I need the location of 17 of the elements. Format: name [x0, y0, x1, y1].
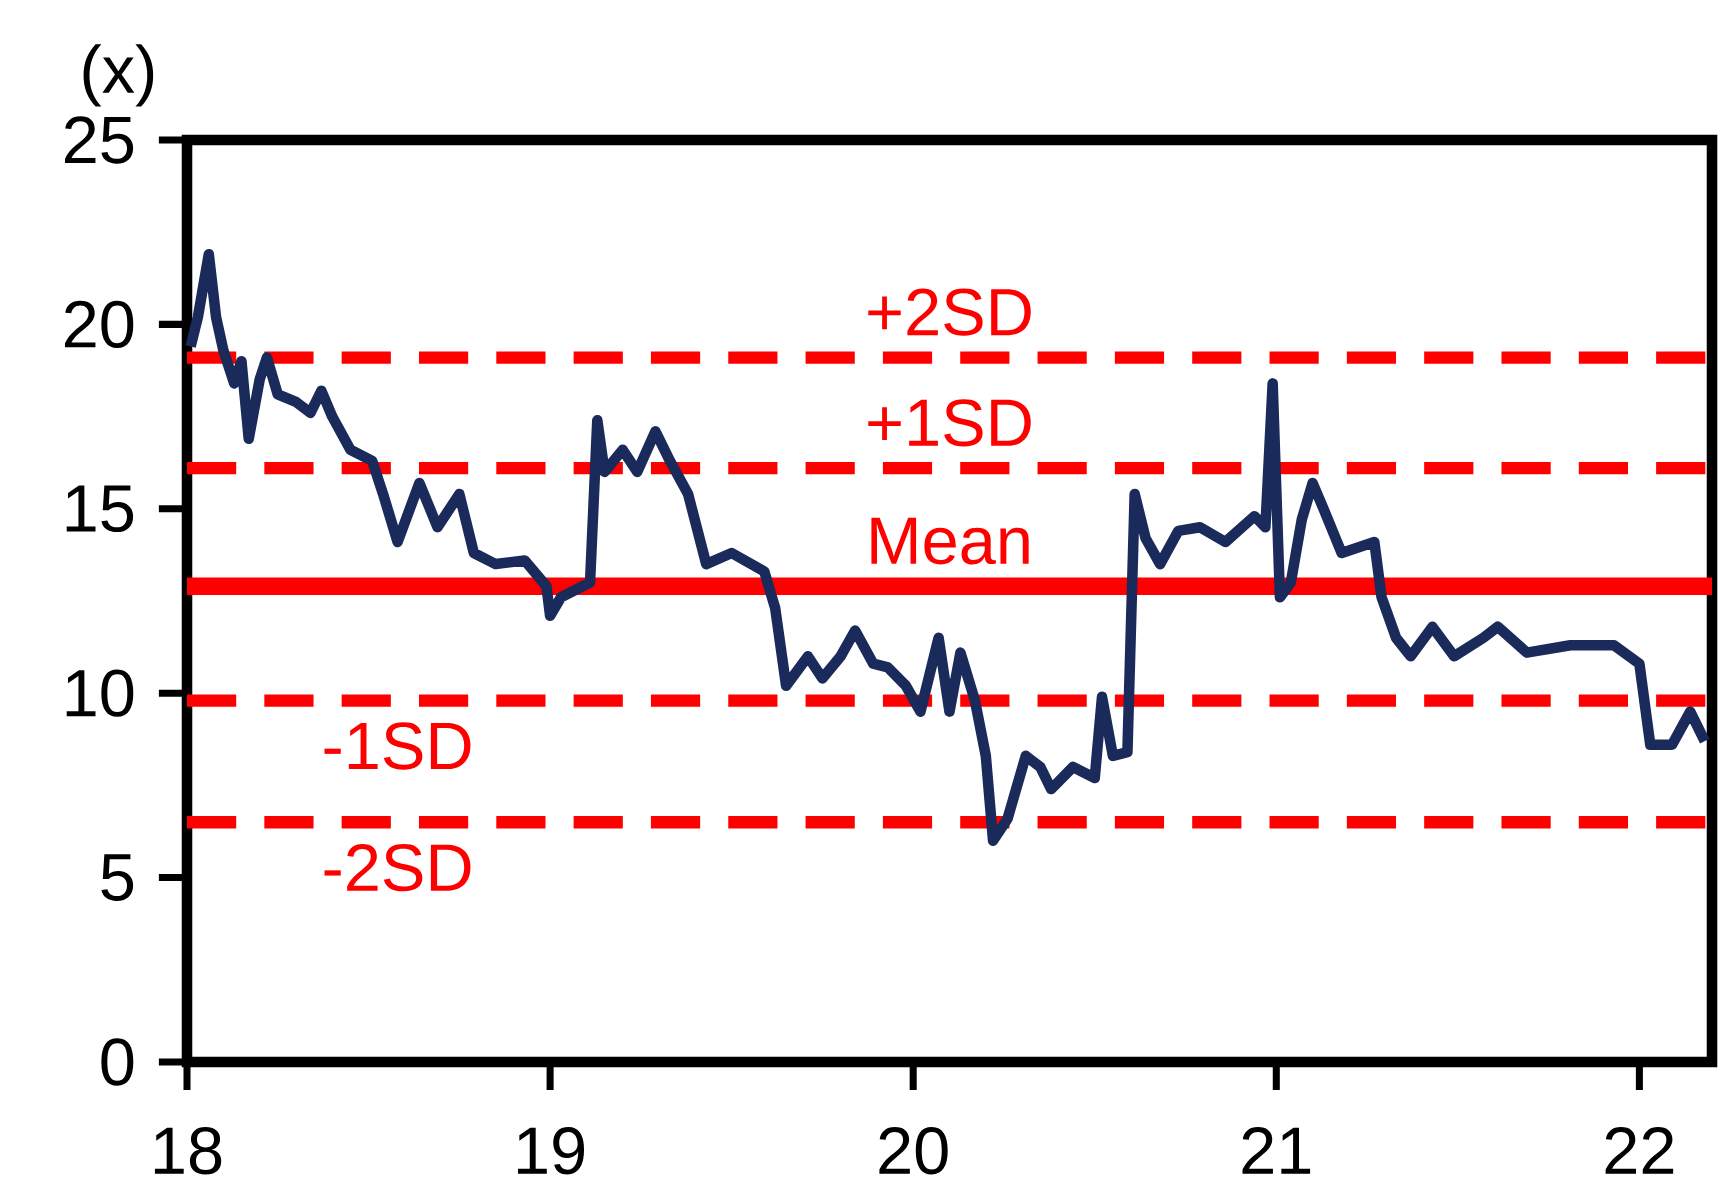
ref-line-label: -1SD [324, 722, 471, 770]
y-tick-label: 25 [65, 116, 134, 164]
y-tick-label: 0 [101, 1038, 134, 1086]
x-tick-label: 18 [154, 1127, 222, 1175]
ref-line-label: +2SD [868, 288, 1031, 336]
y-tick-label: 20 [65, 300, 134, 349]
x-tick-label: 21 [1242, 1127, 1311, 1174]
x-tick-label: 19 [518, 1127, 585, 1175]
y-tick-label: 10 [66, 669, 134, 717]
x-tick-label: 20 [879, 1127, 948, 1175]
ref-line-label: +1SD [868, 399, 1031, 447]
ref-line-label: -2SD [324, 844, 471, 892]
x-tick-label: 22 [1605, 1127, 1674, 1174]
y-axis-title: (x) [83, 44, 154, 107]
ref-line-label: Mean [871, 517, 1029, 565]
y-tick-label: 5 [101, 854, 134, 901]
y-tick-label: 15 [66, 485, 134, 533]
